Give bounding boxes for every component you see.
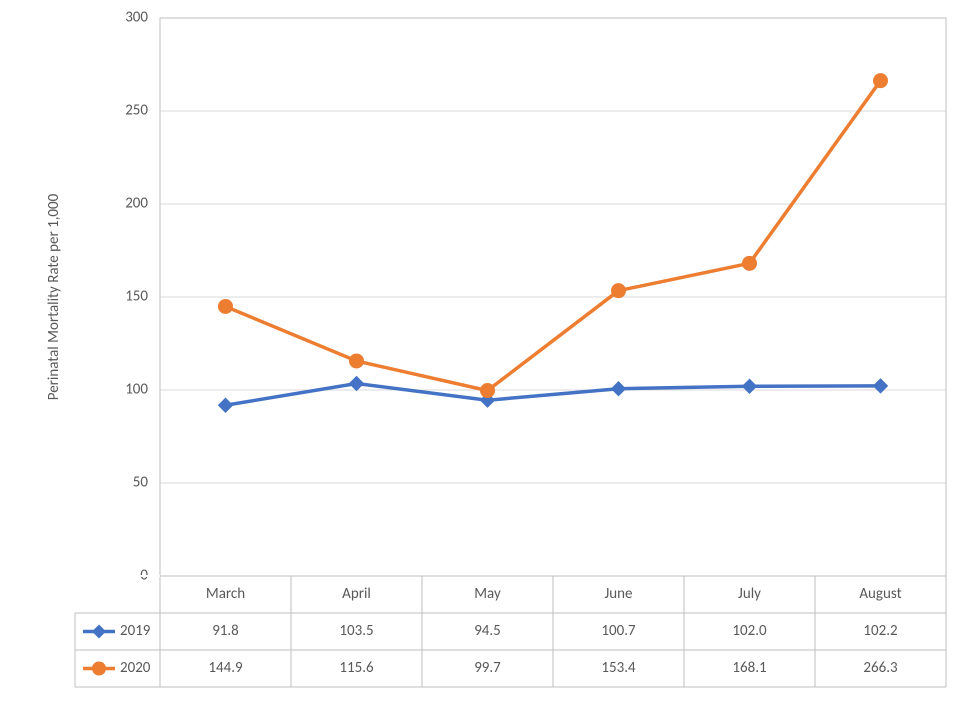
category-label: June: [604, 585, 632, 603]
data-cell: 91.8: [212, 622, 239, 640]
data-cell: 153.4: [601, 659, 636, 677]
marker-2020: [612, 284, 626, 298]
category-label: May: [474, 585, 501, 603]
marker-2019: [219, 398, 233, 412]
category-label: July: [738, 585, 761, 603]
marker-2019: [743, 379, 757, 393]
ytick-label: 50: [133, 474, 149, 492]
marker-2020: [874, 74, 888, 88]
legend-marker-2019: [92, 625, 106, 639]
data-cell: 100.7: [601, 622, 636, 640]
ytick-label: 100: [125, 381, 148, 399]
data-cell: 144.9: [208, 659, 243, 677]
marker-2020: [350, 354, 364, 368]
marker-2019: [612, 382, 626, 396]
category-label: August: [859, 585, 901, 603]
ytick-label: 250: [125, 102, 148, 120]
category-label: March: [206, 585, 245, 603]
ytick-label: 200: [125, 195, 148, 213]
category-label: April: [342, 585, 371, 603]
marker-2020: [219, 299, 233, 313]
data-cell: 102.0: [732, 622, 767, 640]
legend-label-2020: 2020: [120, 659, 151, 677]
data-cell: 103.5: [339, 622, 373, 640]
series-line-2020: [226, 81, 881, 391]
data-cell: 115.6: [339, 659, 374, 677]
series-line-2019: [226, 383, 881, 405]
marker-2019: [874, 379, 888, 393]
data-cell: 168.1: [732, 659, 766, 677]
data-cell: 94.5: [474, 622, 501, 640]
marker-2020: [743, 256, 757, 270]
marker-2020: [481, 384, 495, 398]
data-cell: 266.3: [863, 659, 898, 677]
chart-svg: 050100150200250300Perinatal Mortality Ra…: [0, 0, 956, 720]
legend-marker-2020: [92, 662, 106, 676]
ytick-label: 300: [125, 9, 148, 27]
data-cell: 102.2: [863, 622, 897, 640]
ytick-label: 150: [125, 288, 148, 306]
legend-label-2019: 2019: [120, 622, 151, 640]
data-cell: 99.7: [474, 659, 501, 677]
mortality-line-chart: 050100150200250300Perinatal Mortality Ra…: [0, 0, 956, 720]
marker-2019: [350, 376, 364, 390]
y-axis-title: Perinatal Mortality Rate per 1,000: [45, 193, 63, 400]
